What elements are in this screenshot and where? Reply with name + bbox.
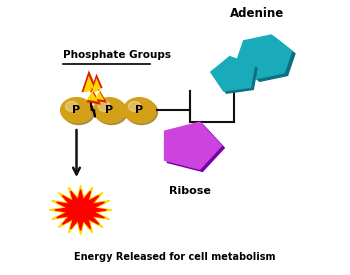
Ellipse shape bbox=[65, 101, 78, 111]
Polygon shape bbox=[239, 38, 295, 81]
Text: P: P bbox=[105, 105, 113, 115]
Ellipse shape bbox=[124, 98, 155, 123]
Ellipse shape bbox=[93, 98, 125, 123]
Polygon shape bbox=[211, 57, 254, 91]
Ellipse shape bbox=[96, 100, 127, 125]
Polygon shape bbox=[55, 190, 106, 230]
Text: Energy Released for cell metabolism: Energy Released for cell metabolism bbox=[74, 252, 276, 262]
Polygon shape bbox=[92, 78, 104, 100]
Text: Phosphate Groups: Phosphate Groups bbox=[63, 50, 171, 59]
Polygon shape bbox=[167, 124, 224, 171]
Polygon shape bbox=[164, 122, 222, 169]
Ellipse shape bbox=[128, 101, 141, 111]
Polygon shape bbox=[83, 76, 98, 101]
Polygon shape bbox=[82, 70, 101, 105]
Polygon shape bbox=[90, 73, 107, 103]
Text: Ribose: Ribose bbox=[169, 186, 211, 196]
Ellipse shape bbox=[63, 100, 94, 125]
Ellipse shape bbox=[61, 98, 92, 123]
Polygon shape bbox=[236, 35, 292, 79]
Text: Adenine: Adenine bbox=[230, 7, 284, 20]
Polygon shape bbox=[49, 185, 112, 235]
Ellipse shape bbox=[126, 100, 158, 125]
Ellipse shape bbox=[98, 101, 111, 111]
Text: P: P bbox=[72, 105, 81, 115]
Text: P: P bbox=[135, 105, 144, 115]
Polygon shape bbox=[214, 59, 257, 93]
